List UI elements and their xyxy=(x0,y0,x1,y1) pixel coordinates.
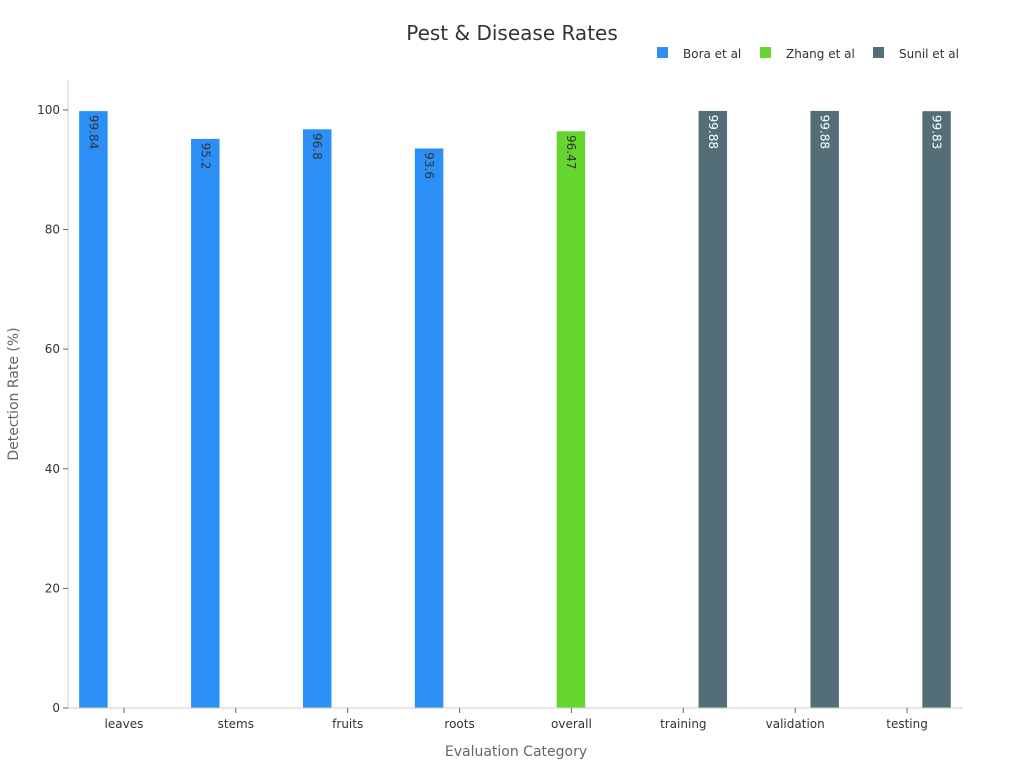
bar xyxy=(414,147,444,709)
legend-swatch xyxy=(657,47,668,58)
y-ticks-group: 0 20 40 60 80 100 xyxy=(37,103,68,715)
legend-label: Zhang et al xyxy=(786,47,855,61)
x-tick-label: stems xyxy=(218,717,254,731)
bar-value-label: 99.88 xyxy=(706,115,720,149)
bar xyxy=(921,110,952,709)
bar-value-label: 96.8 xyxy=(310,133,324,160)
x-tick-label: training xyxy=(660,717,707,731)
legend-label: Bora et al xyxy=(683,47,741,61)
bar-labels-group: 99.84 95.2 96.8 93.6 96.47 99.88 99.88 99.83 xyxy=(86,115,943,179)
legend: Bora et al Zhang et al Sunil et al xyxy=(657,47,959,61)
x-tick-label: fruits xyxy=(332,717,363,731)
y-tick-label: 100 xyxy=(37,103,60,117)
y-tick-label: 60 xyxy=(45,342,60,356)
bar xyxy=(698,110,728,709)
x-tick-label: roots xyxy=(444,717,474,731)
bar-value-label: 93.6 xyxy=(422,152,436,179)
bar-value-label: 99.83 xyxy=(930,115,944,149)
bar-value-label: 95.2 xyxy=(198,143,212,170)
x-tick-label: testing xyxy=(886,717,928,731)
x-tick-label: overall xyxy=(551,717,592,731)
y-tick-label: 20 xyxy=(45,581,60,595)
bar-value-label: 99.84 xyxy=(86,115,100,149)
legend-label: Sunil et al xyxy=(899,47,959,61)
x-axis-title: Evaluation Category xyxy=(445,744,587,760)
bar-value-label: 99.88 xyxy=(818,115,832,149)
chart-title: Pest & Disease Rates xyxy=(406,21,618,45)
bar xyxy=(809,110,840,709)
legend-swatch xyxy=(873,47,884,58)
bar xyxy=(190,138,221,709)
bar xyxy=(556,130,586,709)
y-tick-label: 80 xyxy=(45,223,60,237)
x-tick-label: validation xyxy=(766,717,825,731)
bar xyxy=(302,128,332,709)
legend-swatch xyxy=(760,47,771,58)
bar xyxy=(78,110,109,709)
y-tick-label: 0 xyxy=(52,701,60,715)
bar-value-label: 96.47 xyxy=(564,135,578,169)
x-ticks-group: leaves stems fruits roots overall training val… xyxy=(105,708,928,731)
x-tick-label: leaves xyxy=(105,717,144,731)
y-axis-title: Detection Rate (%) xyxy=(6,327,22,460)
axes-group xyxy=(67,80,963,709)
y-tick-label: 40 xyxy=(45,462,60,476)
bars-group xyxy=(78,110,952,709)
